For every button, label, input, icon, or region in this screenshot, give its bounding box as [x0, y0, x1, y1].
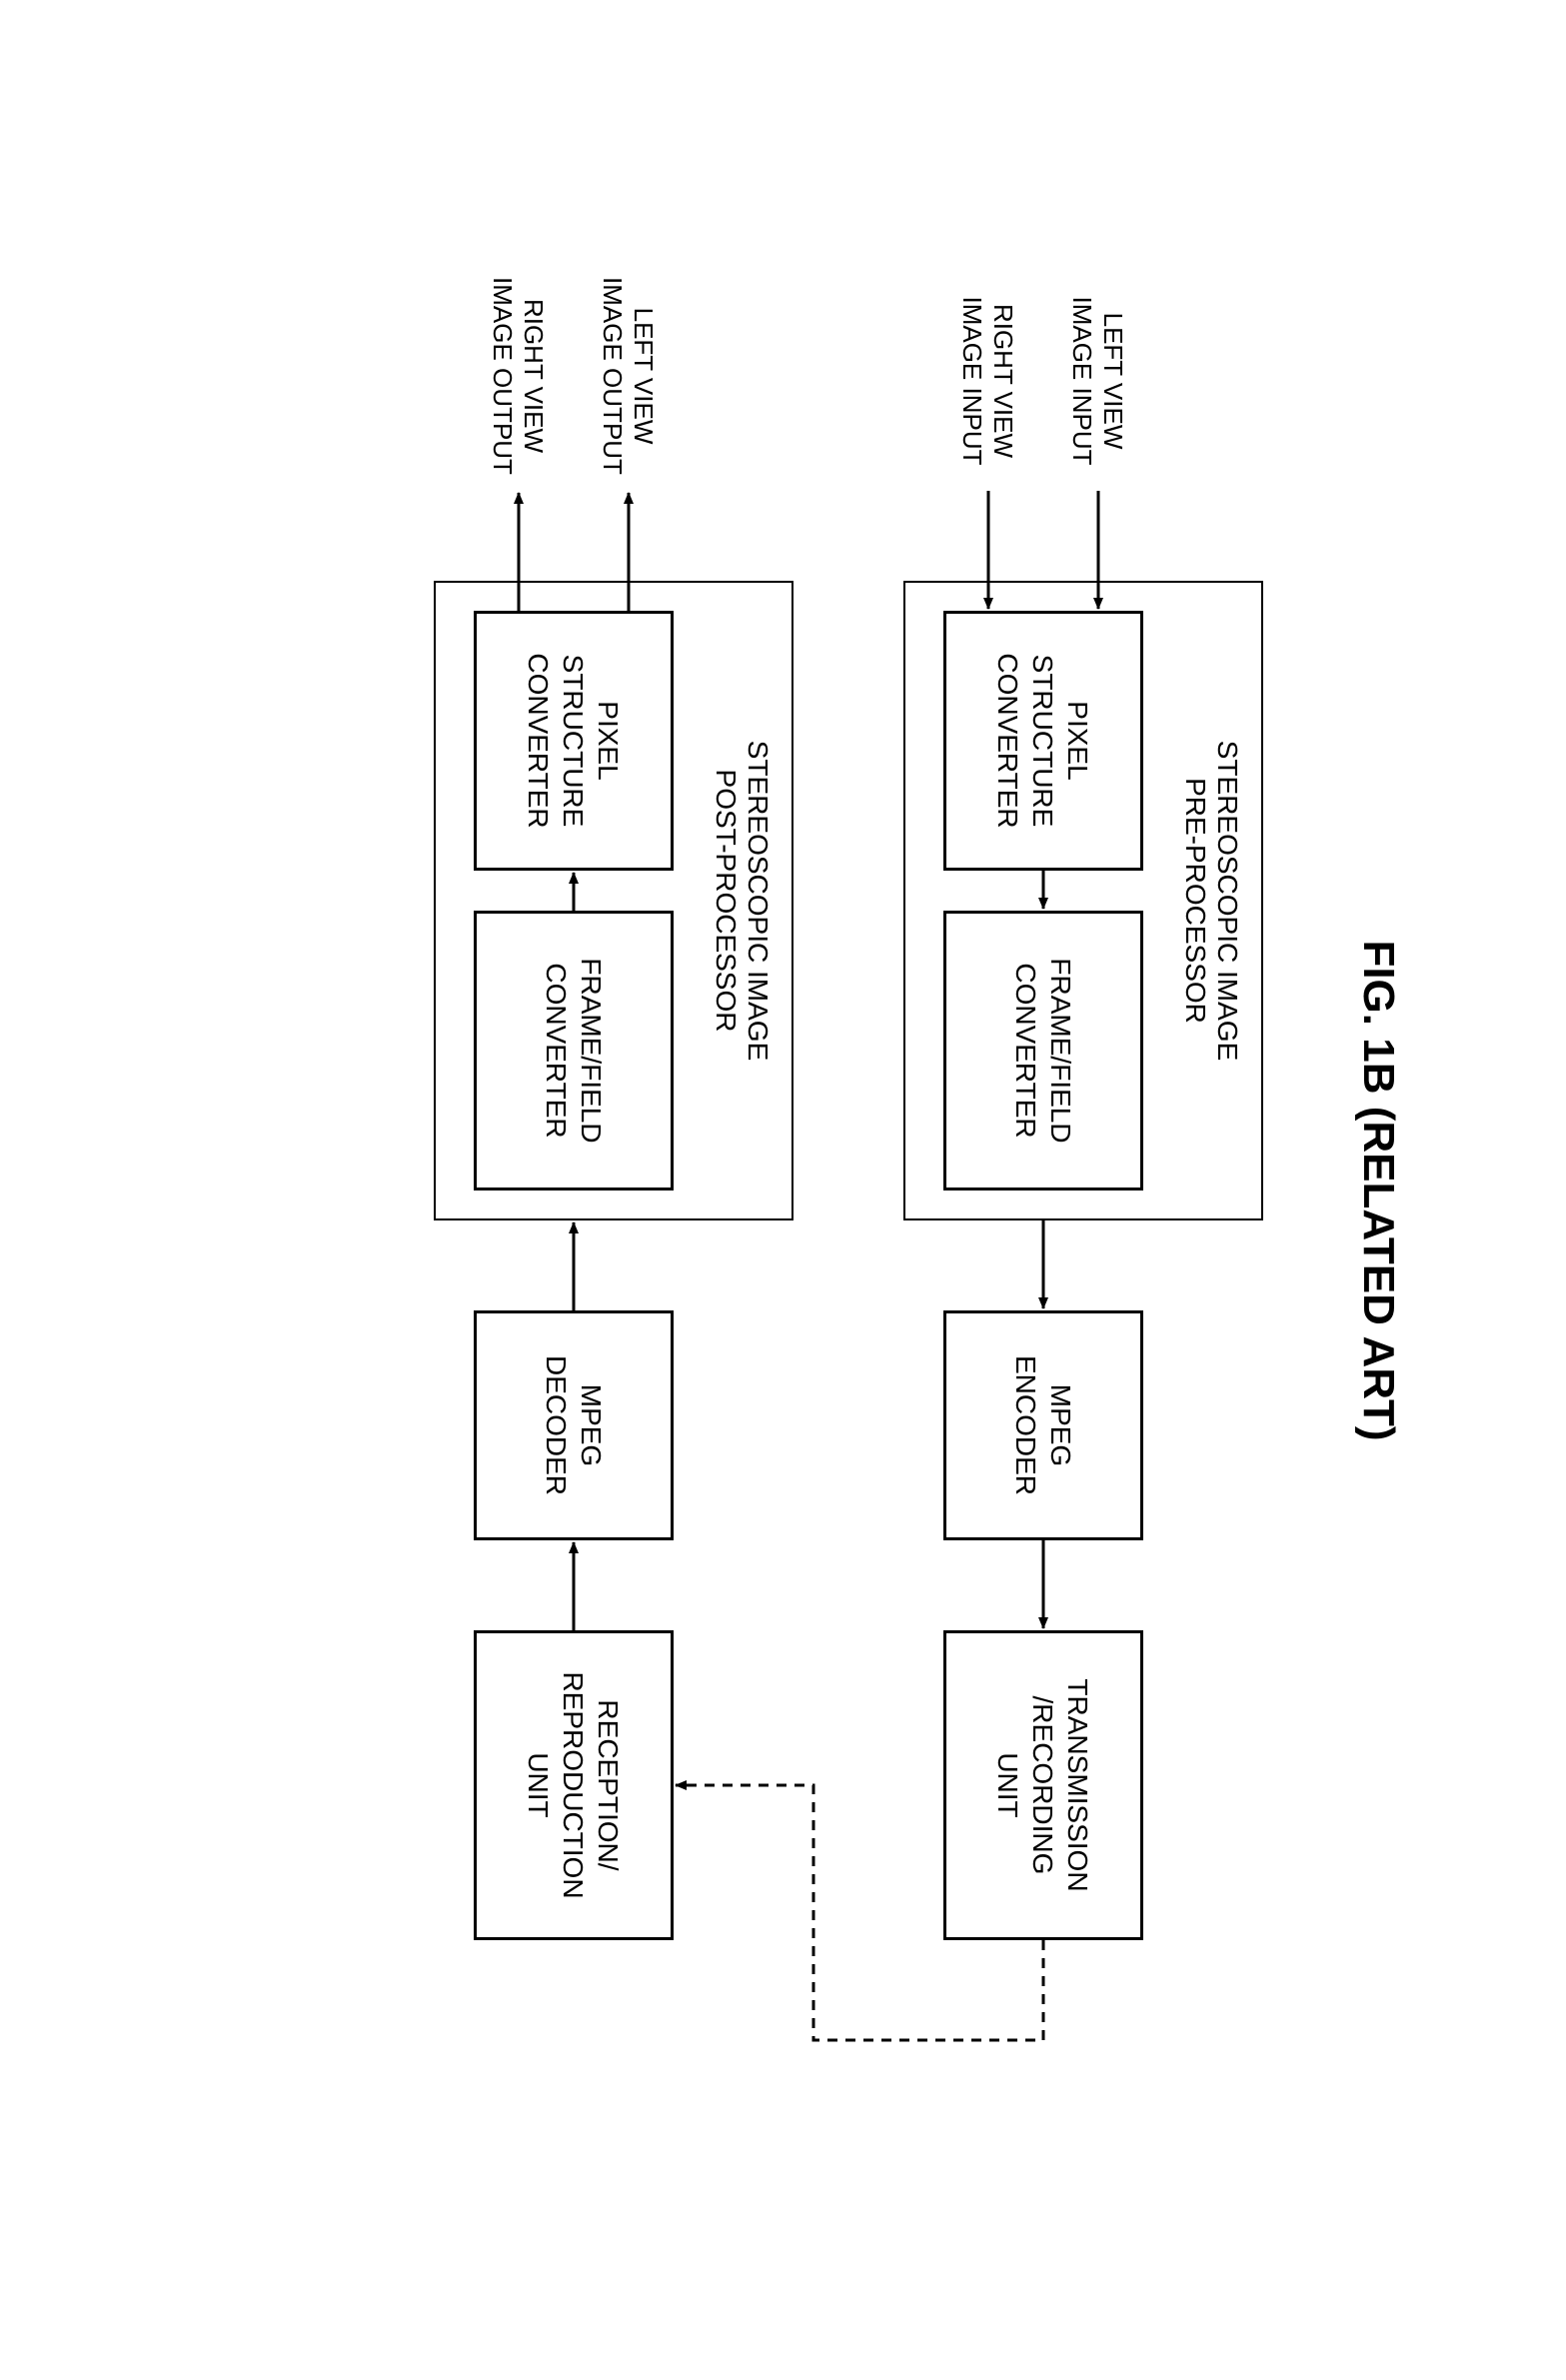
right-view-output-label: RIGHT VIEWIMAGE OUTPUT — [486, 261, 548, 491]
mpeg-encoder: MPEGENCODER — [943, 1310, 1143, 1540]
left-view-output-label: LEFT VIEWIMAGE OUTPUT — [596, 261, 658, 491]
figure-title: FIG. 1B (RELATED ART) — [1353, 191, 1403, 2190]
pixel-structure-converter-post: PIXELSTRUCTURECONVERTER — [474, 611, 674, 871]
frame-field-converter-post: FRAME/FIELDCONVERTER — [474, 911, 674, 1190]
pixel-structure-converter-pre: PIXELSTRUCTURECONVERTER — [943, 611, 1143, 871]
left-view-input-label: LEFT VIEWIMAGE INPUT — [1065, 271, 1127, 491]
block-diagram: FIG. 1B (RELATED ART) STEREOSCOPIC IMAGE… — [134, 191, 1433, 2190]
post-processor-label: STEREOSCOPIC IMAGEPOST-PROCESSOR — [710, 581, 774, 1220]
frame-field-converter-pre: FRAME/FIELDCONVERTER — [943, 911, 1143, 1190]
reception-reproduction-unit: RECEPTION/REPRODUCTIONUNIT — [474, 1630, 674, 1940]
right-view-input-label: RIGHT VIEWIMAGE INPUT — [955, 271, 1017, 491]
pre-processor-label: STEREOSCOPIC IMAGEPRE-PROCESSOR — [1179, 581, 1243, 1220]
transmission-recording-unit: TRANSMISSION/RECORDINGUNIT — [943, 1630, 1143, 1940]
mpeg-decoder: MPEGDECODER — [474, 1310, 674, 1540]
